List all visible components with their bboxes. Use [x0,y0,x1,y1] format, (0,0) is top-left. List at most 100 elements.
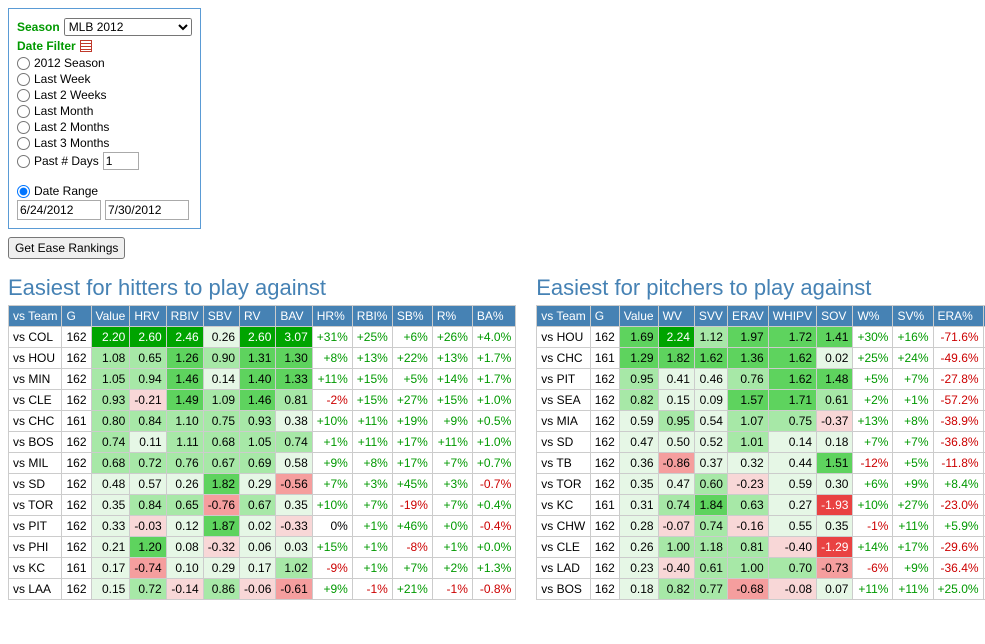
season-select[interactable]: MLB 2012 [64,18,192,36]
table-cell: 0.93 [240,411,276,432]
date-filter-radio[interactable] [17,137,30,150]
pitchers-table: vs TeamGValueWVSVVERAVWHIPVSOVW%SV%ERA%W… [536,305,985,600]
table-cell: -49.6% [933,348,983,369]
table-row: vs BOS1620.740.111.110.681.050.74+1%+11%… [9,432,516,453]
table-cell: +7% [432,453,472,474]
column-header[interactable]: G [590,306,619,327]
date-filter-radio[interactable] [17,155,30,168]
column-header[interactable]: G [62,306,91,327]
column-header[interactable]: SVV [694,306,727,327]
column-header[interactable]: WHIPV [768,306,816,327]
table-cell: 1.82 [658,348,694,369]
hitters-table: vs TeamGValueHRVRBIVSBVRVBAVHR%RBI%SB%R%… [8,305,516,600]
column-header[interactable]: SB% [392,306,432,327]
past-days-input[interactable] [103,152,139,170]
table-cell: +25% [853,348,893,369]
table-cell: 162 [62,390,91,411]
column-header[interactable]: HR% [312,306,352,327]
table-cell: 0.36 [619,453,658,474]
table-cell: -2% [312,390,352,411]
date-filter-radio[interactable] [17,73,30,86]
table-cell: 162 [62,327,91,348]
column-header[interactable]: SOV [817,306,853,327]
table-cell: 0.14 [203,369,239,390]
column-header[interactable]: ERAV [727,306,768,327]
table-cell: 162 [62,369,91,390]
table-cell: +9% [893,558,933,579]
column-header[interactable]: R% [432,306,472,327]
table-cell: +1.7% [472,369,515,390]
table-cell: 1.36 [727,348,768,369]
date-filter-radio[interactable] [17,185,30,198]
table-cell: 1.01 [727,432,768,453]
column-header[interactable]: HRV [130,306,166,327]
table-cell: vs PHI [9,537,62,558]
table-cell: +8% [352,453,392,474]
date-filter-option: Last Month [17,104,192,118]
column-header[interactable]: SV% [893,306,933,327]
table-cell: +1% [893,390,933,411]
table-row: vs LAA1620.150.72-0.140.86-0.06-0.61+9%-… [9,579,516,600]
table-cell: 0.61 [694,558,727,579]
table-cell: 0.27 [768,495,816,516]
column-header[interactable]: ERA% [933,306,983,327]
table-cell: 0.35 [817,516,853,537]
date-filter-radio[interactable] [17,105,30,118]
table-cell: +5.9% [933,516,983,537]
table-cell: 0.67 [240,495,276,516]
column-header[interactable]: RBIV [166,306,203,327]
table-cell: 161 [62,558,91,579]
column-header[interactable]: BAV [276,306,312,327]
table-cell: -0.21 [130,390,166,411]
table-cell: 0.54 [694,411,727,432]
table-cell: 0.02 [240,516,276,537]
table-cell: +1.0% [472,390,515,411]
table-cell: -36.4% [933,558,983,579]
column-header[interactable]: SBV [203,306,239,327]
column-header[interactable]: vs Team [537,306,590,327]
table-cell: 0.72 [130,579,166,600]
table-cell: 0.35 [91,495,130,516]
table-cell: +11% [432,432,472,453]
column-header[interactable]: Value [91,306,130,327]
table-cell: vs HOU [537,327,590,348]
calendar-icon[interactable] [80,40,92,52]
date-to-input[interactable] [105,200,189,220]
table-cell: 0.37 [694,453,727,474]
table-cell: +1.0% [472,432,515,453]
table-cell: 0.59 [768,474,816,495]
column-header[interactable]: RV [240,306,276,327]
table-cell: 0.81 [276,390,312,411]
table-cell: 0.76 [727,369,768,390]
table-cell: vs MIN [9,369,62,390]
table-cell: -0.03 [130,516,166,537]
table-cell: 162 [62,537,91,558]
date-filter-option-label: Last 3 Months [34,136,109,150]
table-cell: 1.57 [727,390,768,411]
table-row: vs HOU1621.692.241.121.971.721.41+30%+16… [537,327,985,348]
column-header[interactable]: WV [658,306,694,327]
table-cell: 0.80 [91,411,130,432]
table-cell: +31% [312,327,352,348]
table-cell: 0.67 [203,453,239,474]
table-cell: vs CHW [537,516,590,537]
table-cell: +21% [392,579,432,600]
column-header[interactable]: RBI% [352,306,392,327]
table-cell: +7% [432,495,472,516]
date-filter-radio[interactable] [17,89,30,102]
column-header[interactable]: W% [853,306,893,327]
table-cell: 1.08 [91,348,130,369]
date-filter-option-label: Past # Days [34,154,99,168]
date-filter-option-label: 2012 Season [34,56,105,70]
date-from-input[interactable] [17,200,101,220]
get-rankings-button[interactable]: Get Ease Rankings [8,237,125,259]
column-header[interactable]: BA% [472,306,515,327]
table-cell: 0.09 [694,390,727,411]
date-filter-radio[interactable] [17,121,30,134]
date-filter-radio[interactable] [17,57,30,70]
table-cell: vs PIT [9,516,62,537]
column-header[interactable]: Value [619,306,658,327]
column-header[interactable]: vs Team [9,306,62,327]
table-cell: 0.30 [817,474,853,495]
table-row: vs TOR1620.350.840.65-0.760.670.35+10%+7… [9,495,516,516]
